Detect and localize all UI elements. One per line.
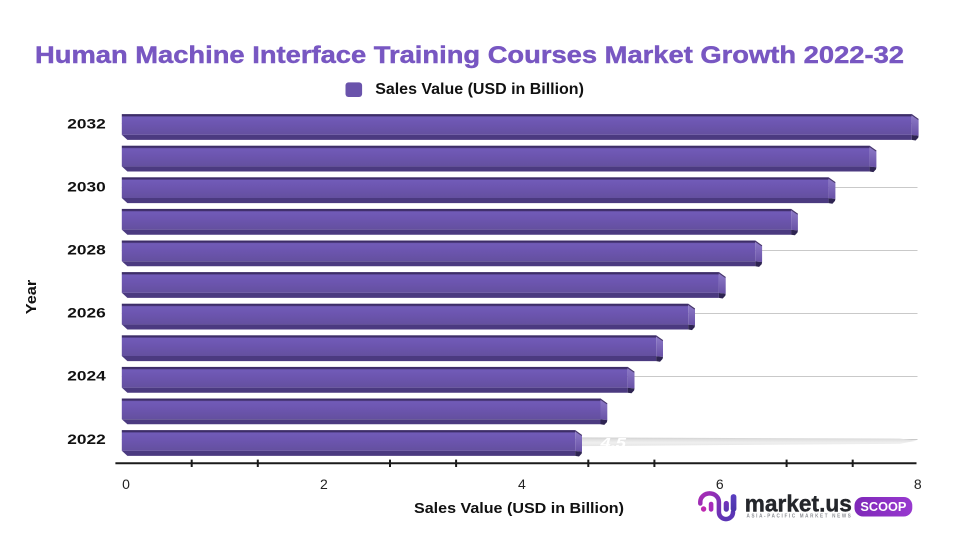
svg-text:Sales Value (USD in Billion): Sales Value (USD in Billion) [375, 81, 584, 98]
svg-text:market.us: market.us [745, 491, 852, 517]
svg-text:2022: 2022 [67, 431, 106, 447]
svg-text:2032: 2032 [67, 115, 106, 131]
svg-text:2024: 2024 [67, 368, 106, 384]
svg-text:SCOOP: SCOOP [860, 500, 906, 514]
svg-text:4.5: 4.5 [599, 435, 626, 451]
svg-text:0: 0 [122, 476, 130, 492]
svg-text:2026: 2026 [67, 305, 106, 321]
svg-text:Sales Value (USD in Billion): Sales Value (USD in Billion) [414, 500, 624, 517]
svg-text:8: 8 [914, 476, 922, 492]
svg-text:2030: 2030 [67, 179, 106, 195]
svg-text:Human Machine Interface Traini: Human Machine Interface Training Courses… [35, 42, 904, 69]
svg-text:4: 4 [518, 476, 526, 492]
svg-text:Year: Year [23, 280, 40, 315]
svg-text:6: 6 [716, 476, 724, 492]
svg-text:2028: 2028 [67, 242, 106, 258]
svg-text:ASIA-PACIFIC MARKET NEWS: ASIA-PACIFIC MARKET NEWS [747, 513, 853, 519]
svg-text:2: 2 [320, 476, 328, 492]
